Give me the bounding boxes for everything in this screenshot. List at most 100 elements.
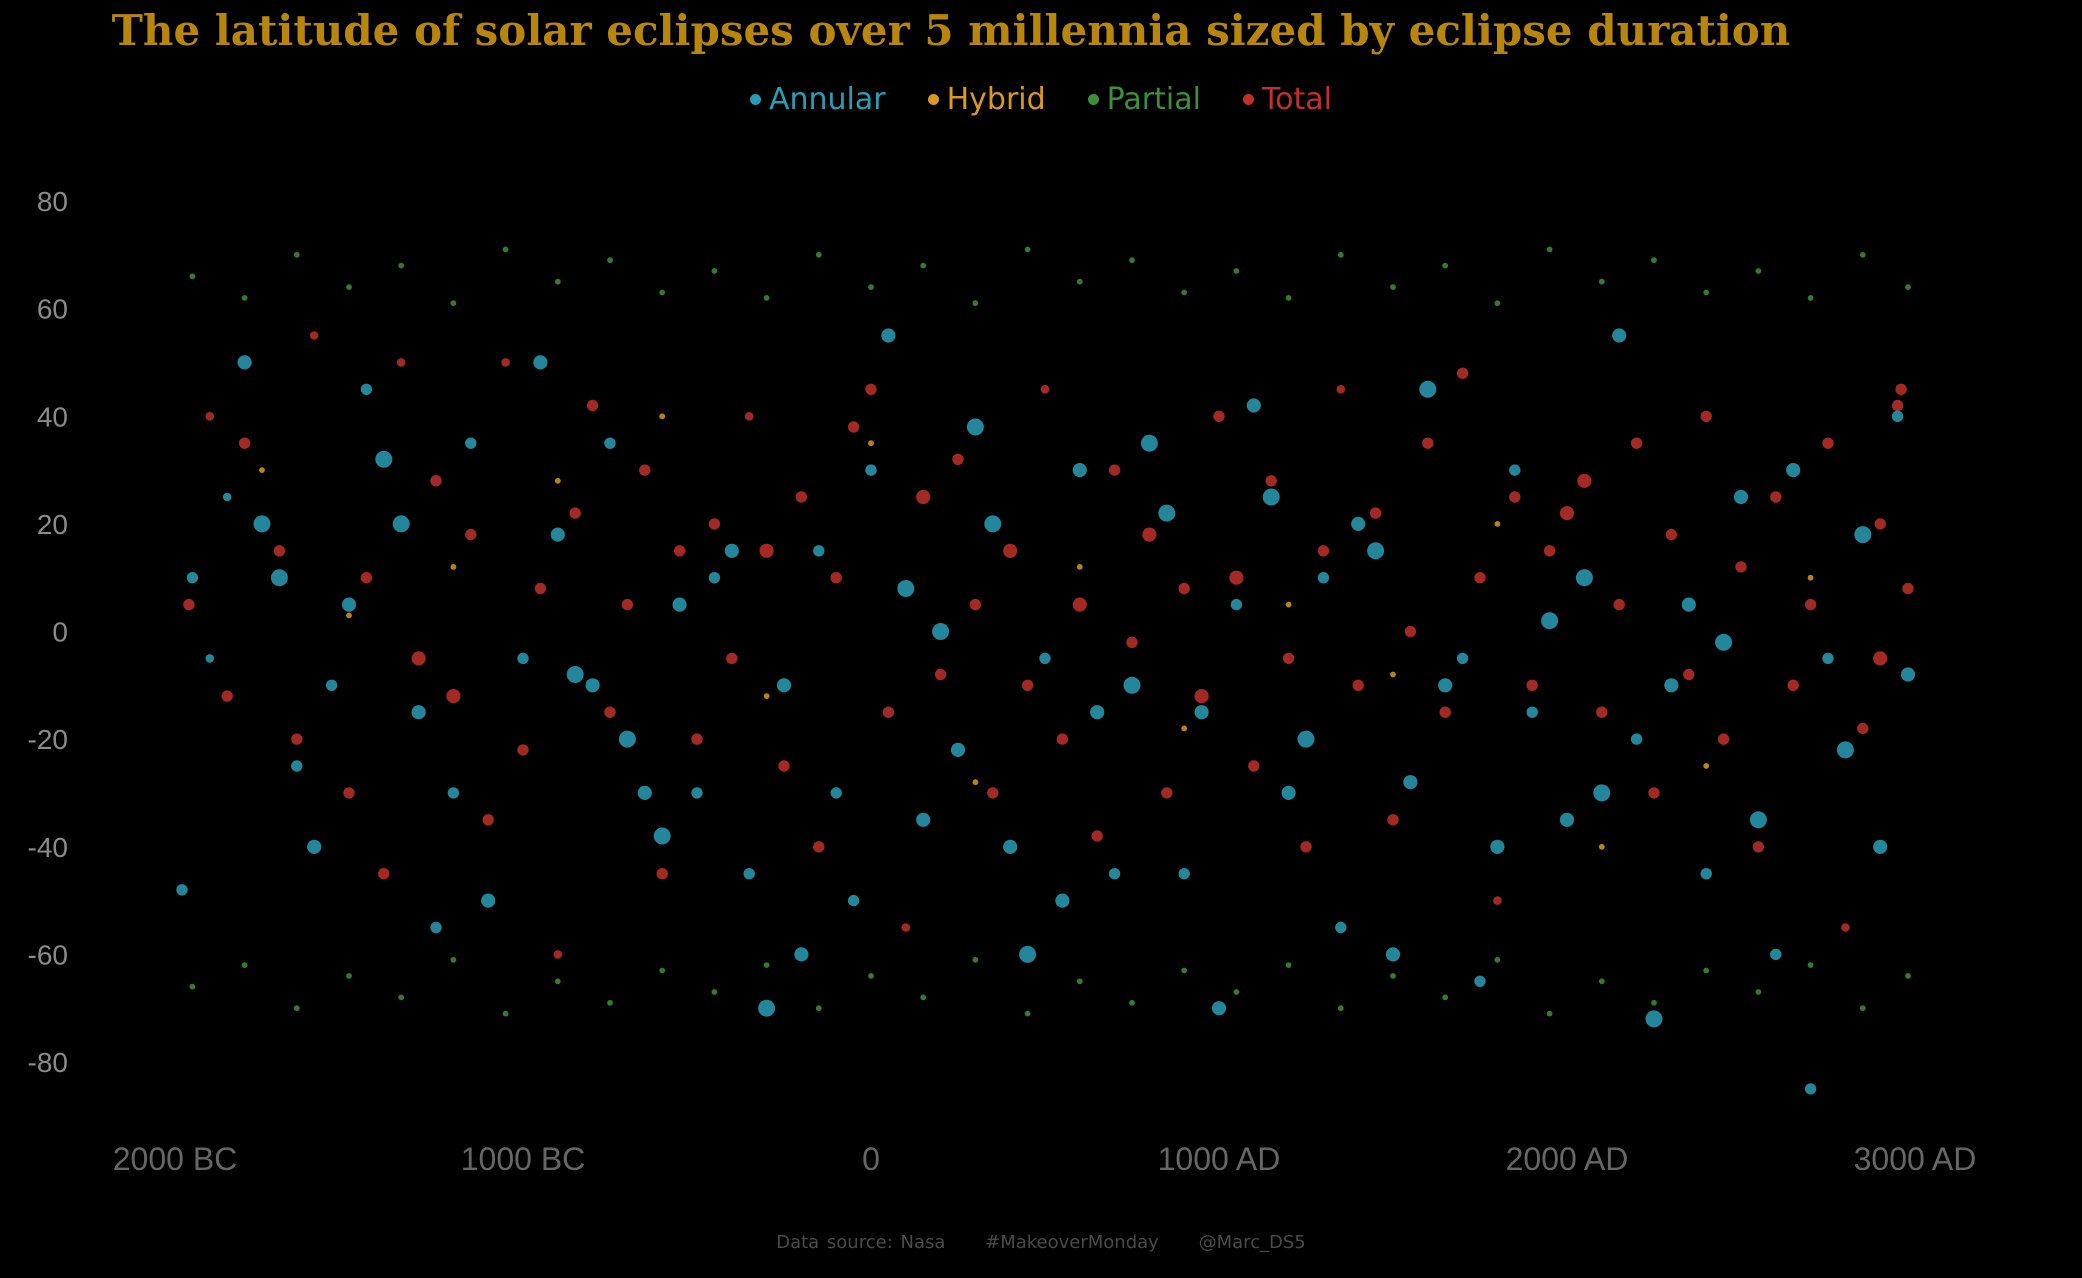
data-point-annular[interactable] xyxy=(222,492,232,502)
data-point-total[interactable] xyxy=(1841,923,1850,932)
data-point-annular[interactable] xyxy=(392,515,410,533)
data-point-annular[interactable] xyxy=(932,623,950,640)
data-point-annular[interactable] xyxy=(950,742,966,758)
data-point-partial[interactable] xyxy=(1546,246,1553,253)
data-point-total[interactable] xyxy=(1456,367,1469,379)
data-point-partial[interactable] xyxy=(920,994,927,1001)
data-point-total[interactable] xyxy=(360,572,373,584)
data-point-annular[interactable] xyxy=(776,678,792,693)
data-point-annular[interactable] xyxy=(176,884,188,896)
data-point-total[interactable] xyxy=(1902,582,1914,595)
data-point-annular[interactable] xyxy=(1039,652,1051,665)
data-point-hybrid[interactable] xyxy=(1807,574,1814,581)
data-point-annular[interactable] xyxy=(1593,784,1611,802)
data-point-total[interactable] xyxy=(1021,679,1034,691)
data-point-total[interactable] xyxy=(1891,399,1904,412)
data-point-total[interactable] xyxy=(1683,668,1695,681)
data-point-hybrid[interactable] xyxy=(554,477,561,484)
data-point-annular[interactable] xyxy=(1335,921,1347,934)
data-point-annular[interactable] xyxy=(566,666,584,683)
data-point-total[interactable] xyxy=(847,421,860,433)
data-point-partial[interactable] xyxy=(1905,284,1911,290)
data-point-total[interactable] xyxy=(1895,383,1907,395)
data-point-annular[interactable] xyxy=(533,355,548,370)
data-point-partial[interactable] xyxy=(1390,284,1396,290)
data-point-annular[interactable] xyxy=(1003,839,1018,854)
data-point-annular[interactable] xyxy=(1770,948,1782,961)
data-point-partial[interactable] xyxy=(554,978,561,985)
data-point-total[interactable] xyxy=(1072,597,1087,612)
data-point-annular[interactable] xyxy=(550,527,565,542)
data-point-total[interactable] xyxy=(205,412,215,421)
data-point-total[interactable] xyxy=(934,668,947,681)
data-point-partial[interactable] xyxy=(1546,1010,1553,1017)
data-point-total[interactable] xyxy=(691,733,703,745)
data-point-annular[interactable] xyxy=(360,383,373,395)
data-point-partial[interactable] xyxy=(1076,278,1083,285)
data-point-annular[interactable] xyxy=(1612,328,1627,343)
data-point-annular[interactable] xyxy=(465,437,477,449)
data-point-total[interactable] xyxy=(778,760,790,772)
data-point-annular[interactable] xyxy=(1403,775,1418,790)
data-point-partial[interactable] xyxy=(293,251,300,258)
data-point-hybrid[interactable] xyxy=(868,440,874,447)
data-point-partial[interactable] xyxy=(607,257,613,264)
data-point-hybrid[interactable] xyxy=(259,467,265,473)
data-point-annular[interactable] xyxy=(1854,526,1872,544)
data-point-total[interactable] xyxy=(430,475,442,487)
data-point-partial[interactable] xyxy=(711,989,718,995)
data-point-total[interactable] xyxy=(501,358,510,367)
data-point-partial[interactable] xyxy=(1233,989,1240,995)
data-point-partial[interactable] xyxy=(972,300,979,307)
data-point-total[interactable] xyxy=(1665,528,1678,541)
data-point-total[interactable] xyxy=(1857,722,1869,735)
data-point-annular[interactable] xyxy=(517,652,529,665)
data-point-total[interactable] xyxy=(534,582,547,595)
data-point-partial[interactable] xyxy=(189,273,196,280)
data-point-partial[interactable] xyxy=(1905,973,1911,979)
data-point-total[interactable] xyxy=(1596,706,1608,718)
data-point-annular[interactable] xyxy=(1822,652,1834,665)
data-point-annular[interactable] xyxy=(1385,947,1401,962)
data-point-total[interactable] xyxy=(1526,679,1538,691)
data-point-partial[interactable] xyxy=(868,973,874,979)
data-point-total[interactable] xyxy=(621,598,634,611)
data-point-annular[interactable] xyxy=(1230,598,1243,611)
data-point-total[interactable] xyxy=(1336,385,1346,394)
data-point-partial[interactable] xyxy=(1598,978,1605,985)
data-point-annular[interactable] xyxy=(270,569,288,587)
data-point-hybrid[interactable] xyxy=(1181,725,1188,732)
data-point-hybrid[interactable] xyxy=(1076,564,1083,570)
data-point-total[interactable] xyxy=(586,399,599,412)
data-point-partial[interactable] xyxy=(1285,295,1292,301)
data-point-partial[interactable] xyxy=(1703,967,1710,974)
data-point-total[interactable] xyxy=(446,689,461,704)
data-point-annular[interactable] xyxy=(881,328,896,343)
data-point-total[interactable] xyxy=(309,331,319,340)
data-point-annular[interactable] xyxy=(375,450,393,468)
data-point-annular[interactable] xyxy=(672,597,687,612)
data-point-annular[interactable] xyxy=(1900,667,1916,682)
data-point-annular[interactable] xyxy=(916,812,931,827)
data-point-partial[interactable] xyxy=(1285,962,1292,968)
data-point-annular[interactable] xyxy=(1559,812,1575,827)
data-point-partial[interactable] xyxy=(920,262,927,269)
data-point-total[interactable] xyxy=(482,814,494,826)
data-point-annular[interactable] xyxy=(966,418,984,436)
data-point-total[interactable] xyxy=(744,412,754,421)
data-point-partial[interactable] xyxy=(1442,262,1449,269)
data-point-partial[interactable] xyxy=(972,956,979,963)
data-point-annular[interactable] xyxy=(637,785,652,801)
data-point-annular[interactable] xyxy=(1456,652,1469,665)
legend-item-hybrid[interactable]: Hybrid xyxy=(927,82,1046,117)
data-point-partial[interactable] xyxy=(607,999,613,1006)
data-point-partial[interactable] xyxy=(1181,967,1188,974)
data-point-total[interactable] xyxy=(1003,543,1018,558)
data-point-total[interactable] xyxy=(1509,491,1521,503)
data-point-total[interactable] xyxy=(1543,545,1556,557)
data-point-partial[interactable] xyxy=(763,962,770,968)
data-point-annular[interactable] xyxy=(1749,811,1767,829)
data-point-total[interactable] xyxy=(183,598,195,611)
data-point-partial[interactable] xyxy=(1024,1010,1031,1017)
data-point-annular[interactable] xyxy=(1630,733,1643,745)
